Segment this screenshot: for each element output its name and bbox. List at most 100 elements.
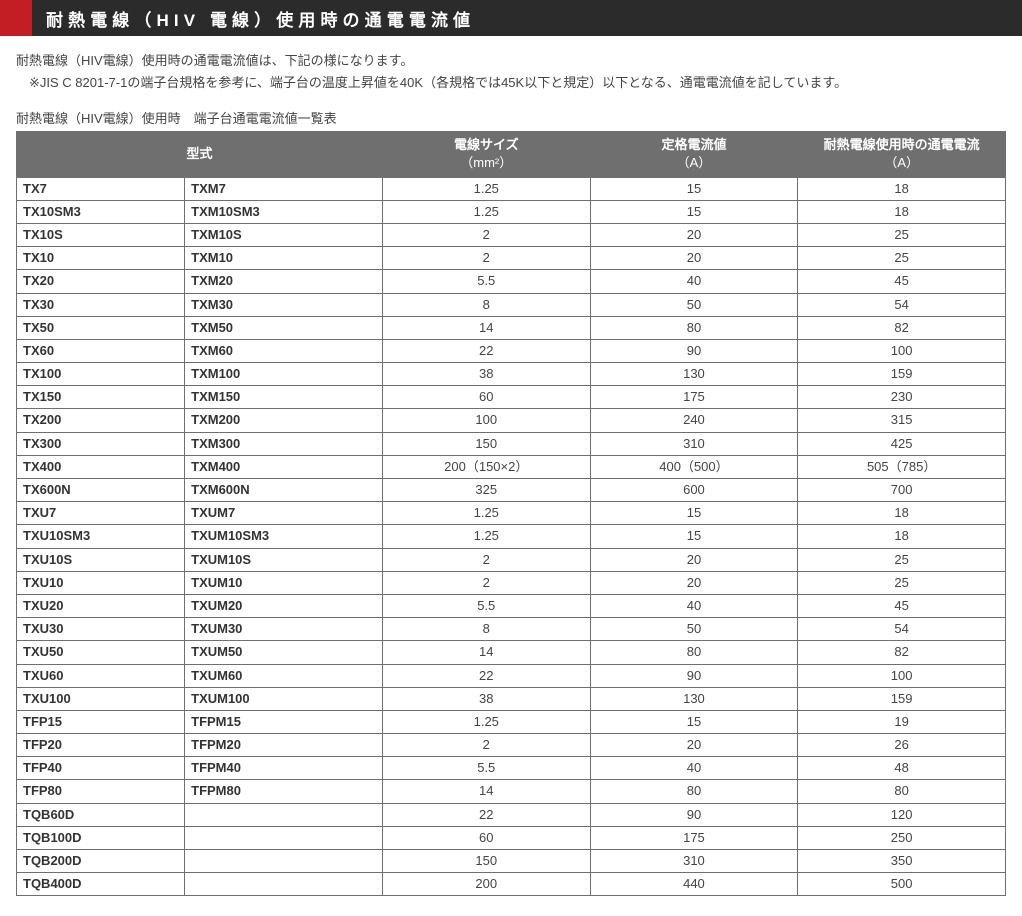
cell-wire-size: 8 — [382, 618, 590, 641]
table-row: TFP15TFPM151.251519 — [17, 710, 1006, 733]
col-rated-current-unit: （A） — [677, 155, 712, 170]
cell-wire-size: 5.5 — [382, 594, 590, 617]
cell-heat-current: 159 — [798, 363, 1006, 386]
cell-model-b: TXM7 — [185, 177, 383, 200]
table-row: TXU60TXUM602290100 — [17, 664, 1006, 687]
cell-wire-size: 1.25 — [382, 502, 590, 525]
cell-rated-current: 15 — [590, 502, 798, 525]
cell-model-a: TX50 — [17, 316, 185, 339]
table-row: TFP40TFPM405.54048 — [17, 757, 1006, 780]
col-wire-size: 電線サイズ （mm²） — [382, 132, 590, 177]
cell-heat-current: 500 — [798, 873, 1006, 896]
cell-heat-current: 120 — [798, 803, 1006, 826]
cell-wire-size: 8 — [382, 293, 590, 316]
cell-rated-current: 90 — [590, 339, 798, 362]
cell-model-a: TX200 — [17, 409, 185, 432]
cell-heat-current: 100 — [798, 664, 1006, 687]
cell-wire-size: 2 — [382, 247, 590, 270]
cell-wire-size: 2 — [382, 734, 590, 757]
cell-rated-current: 600 — [590, 479, 798, 502]
cell-rated-current: 240 — [590, 409, 798, 432]
cell-rated-current: 15 — [590, 200, 798, 223]
cell-heat-current: 25 — [798, 548, 1006, 571]
cell-model-a: TX10 — [17, 247, 185, 270]
cell-wire-size: 22 — [382, 664, 590, 687]
cell-model-a: TX7 — [17, 177, 185, 200]
cell-model-a: TX400 — [17, 455, 185, 478]
cell-heat-current: 80 — [798, 780, 1006, 803]
cell-heat-current: 18 — [798, 525, 1006, 548]
cell-model-b — [185, 826, 383, 849]
cell-model-b: TXUM100 — [185, 687, 383, 710]
cell-model-b: TXM20 — [185, 270, 383, 293]
cell-rated-current: 15 — [590, 525, 798, 548]
table-row: TX7TXM71.251518 — [17, 177, 1006, 200]
cell-model-b: TFPM15 — [185, 710, 383, 733]
cell-model-b: TXUM20 — [185, 594, 383, 617]
cell-rated-current: 40 — [590, 270, 798, 293]
table-row: TXU100TXUM10038130159 — [17, 687, 1006, 710]
cell-heat-current: 350 — [798, 850, 1006, 873]
cell-model-a: TXU20 — [17, 594, 185, 617]
cell-model-a: TX300 — [17, 432, 185, 455]
cell-wire-size: 14 — [382, 780, 590, 803]
cell-model-b: TXM200 — [185, 409, 383, 432]
cell-heat-current: 315 — [798, 409, 1006, 432]
cell-heat-current: 505（785） — [798, 455, 1006, 478]
col-heat-current-label: 耐熱電線使用時の通電電流 — [824, 137, 980, 152]
cell-model-a: TFP40 — [17, 757, 185, 780]
col-wire-size-label: 電線サイズ — [454, 137, 519, 152]
intro-line: 耐熱電線（HIV電線）使用時の通電電流値は、下記の様になります。 — [16, 50, 1006, 72]
cell-model-a: TX30 — [17, 293, 185, 316]
cell-rated-current: 175 — [590, 386, 798, 409]
cell-rated-current: 20 — [590, 734, 798, 757]
cell-wire-size: 1.25 — [382, 710, 590, 733]
cell-heat-current: 26 — [798, 734, 1006, 757]
cell-heat-current: 159 — [798, 687, 1006, 710]
cell-model-a: TXU60 — [17, 664, 185, 687]
cell-model-b: TXUM7 — [185, 502, 383, 525]
table-row: TX400TXM400200（150×2）400（500）505（785） — [17, 455, 1006, 478]
cell-rated-current: 50 — [590, 618, 798, 641]
cell-model-a: TFP80 — [17, 780, 185, 803]
cell-rated-current: 20 — [590, 571, 798, 594]
cell-wire-size: 60 — [382, 386, 590, 409]
cell-wire-size: 2 — [382, 548, 590, 571]
table-row: TXU30TXUM3085054 — [17, 618, 1006, 641]
current-table: 型式 電線サイズ （mm²） 定格電流値 （A） 耐熱電線使用時の通電電流 （A… — [16, 131, 1006, 896]
cell-model-b — [185, 850, 383, 873]
cell-model-b: TXM600N — [185, 479, 383, 502]
table-row: TQB60D2290120 — [17, 803, 1006, 826]
cell-wire-size: 2 — [382, 571, 590, 594]
cell-model-a: TX600N — [17, 479, 185, 502]
cell-rated-current: 130 — [590, 363, 798, 386]
cell-heat-current: 18 — [798, 177, 1006, 200]
cell-wire-size: 200 — [382, 873, 590, 896]
cell-rated-current: 175 — [590, 826, 798, 849]
cell-model-b: TXM30 — [185, 293, 383, 316]
cell-model-b: TXM10S — [185, 223, 383, 246]
cell-rated-current: 310 — [590, 432, 798, 455]
cell-wire-size: 1.25 — [382, 177, 590, 200]
cell-rated-current: 40 — [590, 757, 798, 780]
cell-heat-current: 82 — [798, 641, 1006, 664]
table-row: TX60TXM602290100 — [17, 339, 1006, 362]
cell-rated-current: 80 — [590, 316, 798, 339]
cell-rated-current: 15 — [590, 710, 798, 733]
col-rated-current-label: 定格電流値 — [661, 137, 726, 152]
cell-rated-current: 400（500） — [590, 455, 798, 478]
table-row: TXU10SM3TXUM10SM31.251518 — [17, 525, 1006, 548]
cell-model-a: TXU30 — [17, 618, 185, 641]
cell-rated-current: 50 — [590, 293, 798, 316]
cell-model-b: TXM10SM3 — [185, 200, 383, 223]
cell-heat-current: 25 — [798, 223, 1006, 246]
cell-wire-size: 14 — [382, 316, 590, 339]
table-row: TX10TXM1022025 — [17, 247, 1006, 270]
table-row: TX50TXM50148082 — [17, 316, 1006, 339]
cell-model-b: TFPM80 — [185, 780, 383, 803]
cell-rated-current: 20 — [590, 223, 798, 246]
intro-block: 耐熱電線（HIV電線）使用時の通電電流値は、下記の様になります。 ※JIS C … — [0, 36, 1022, 98]
cell-heat-current: 100 — [798, 339, 1006, 362]
cell-model-a: TQB60D — [17, 803, 185, 826]
table-row: TX10SM3TXM10SM31.251518 — [17, 200, 1006, 223]
